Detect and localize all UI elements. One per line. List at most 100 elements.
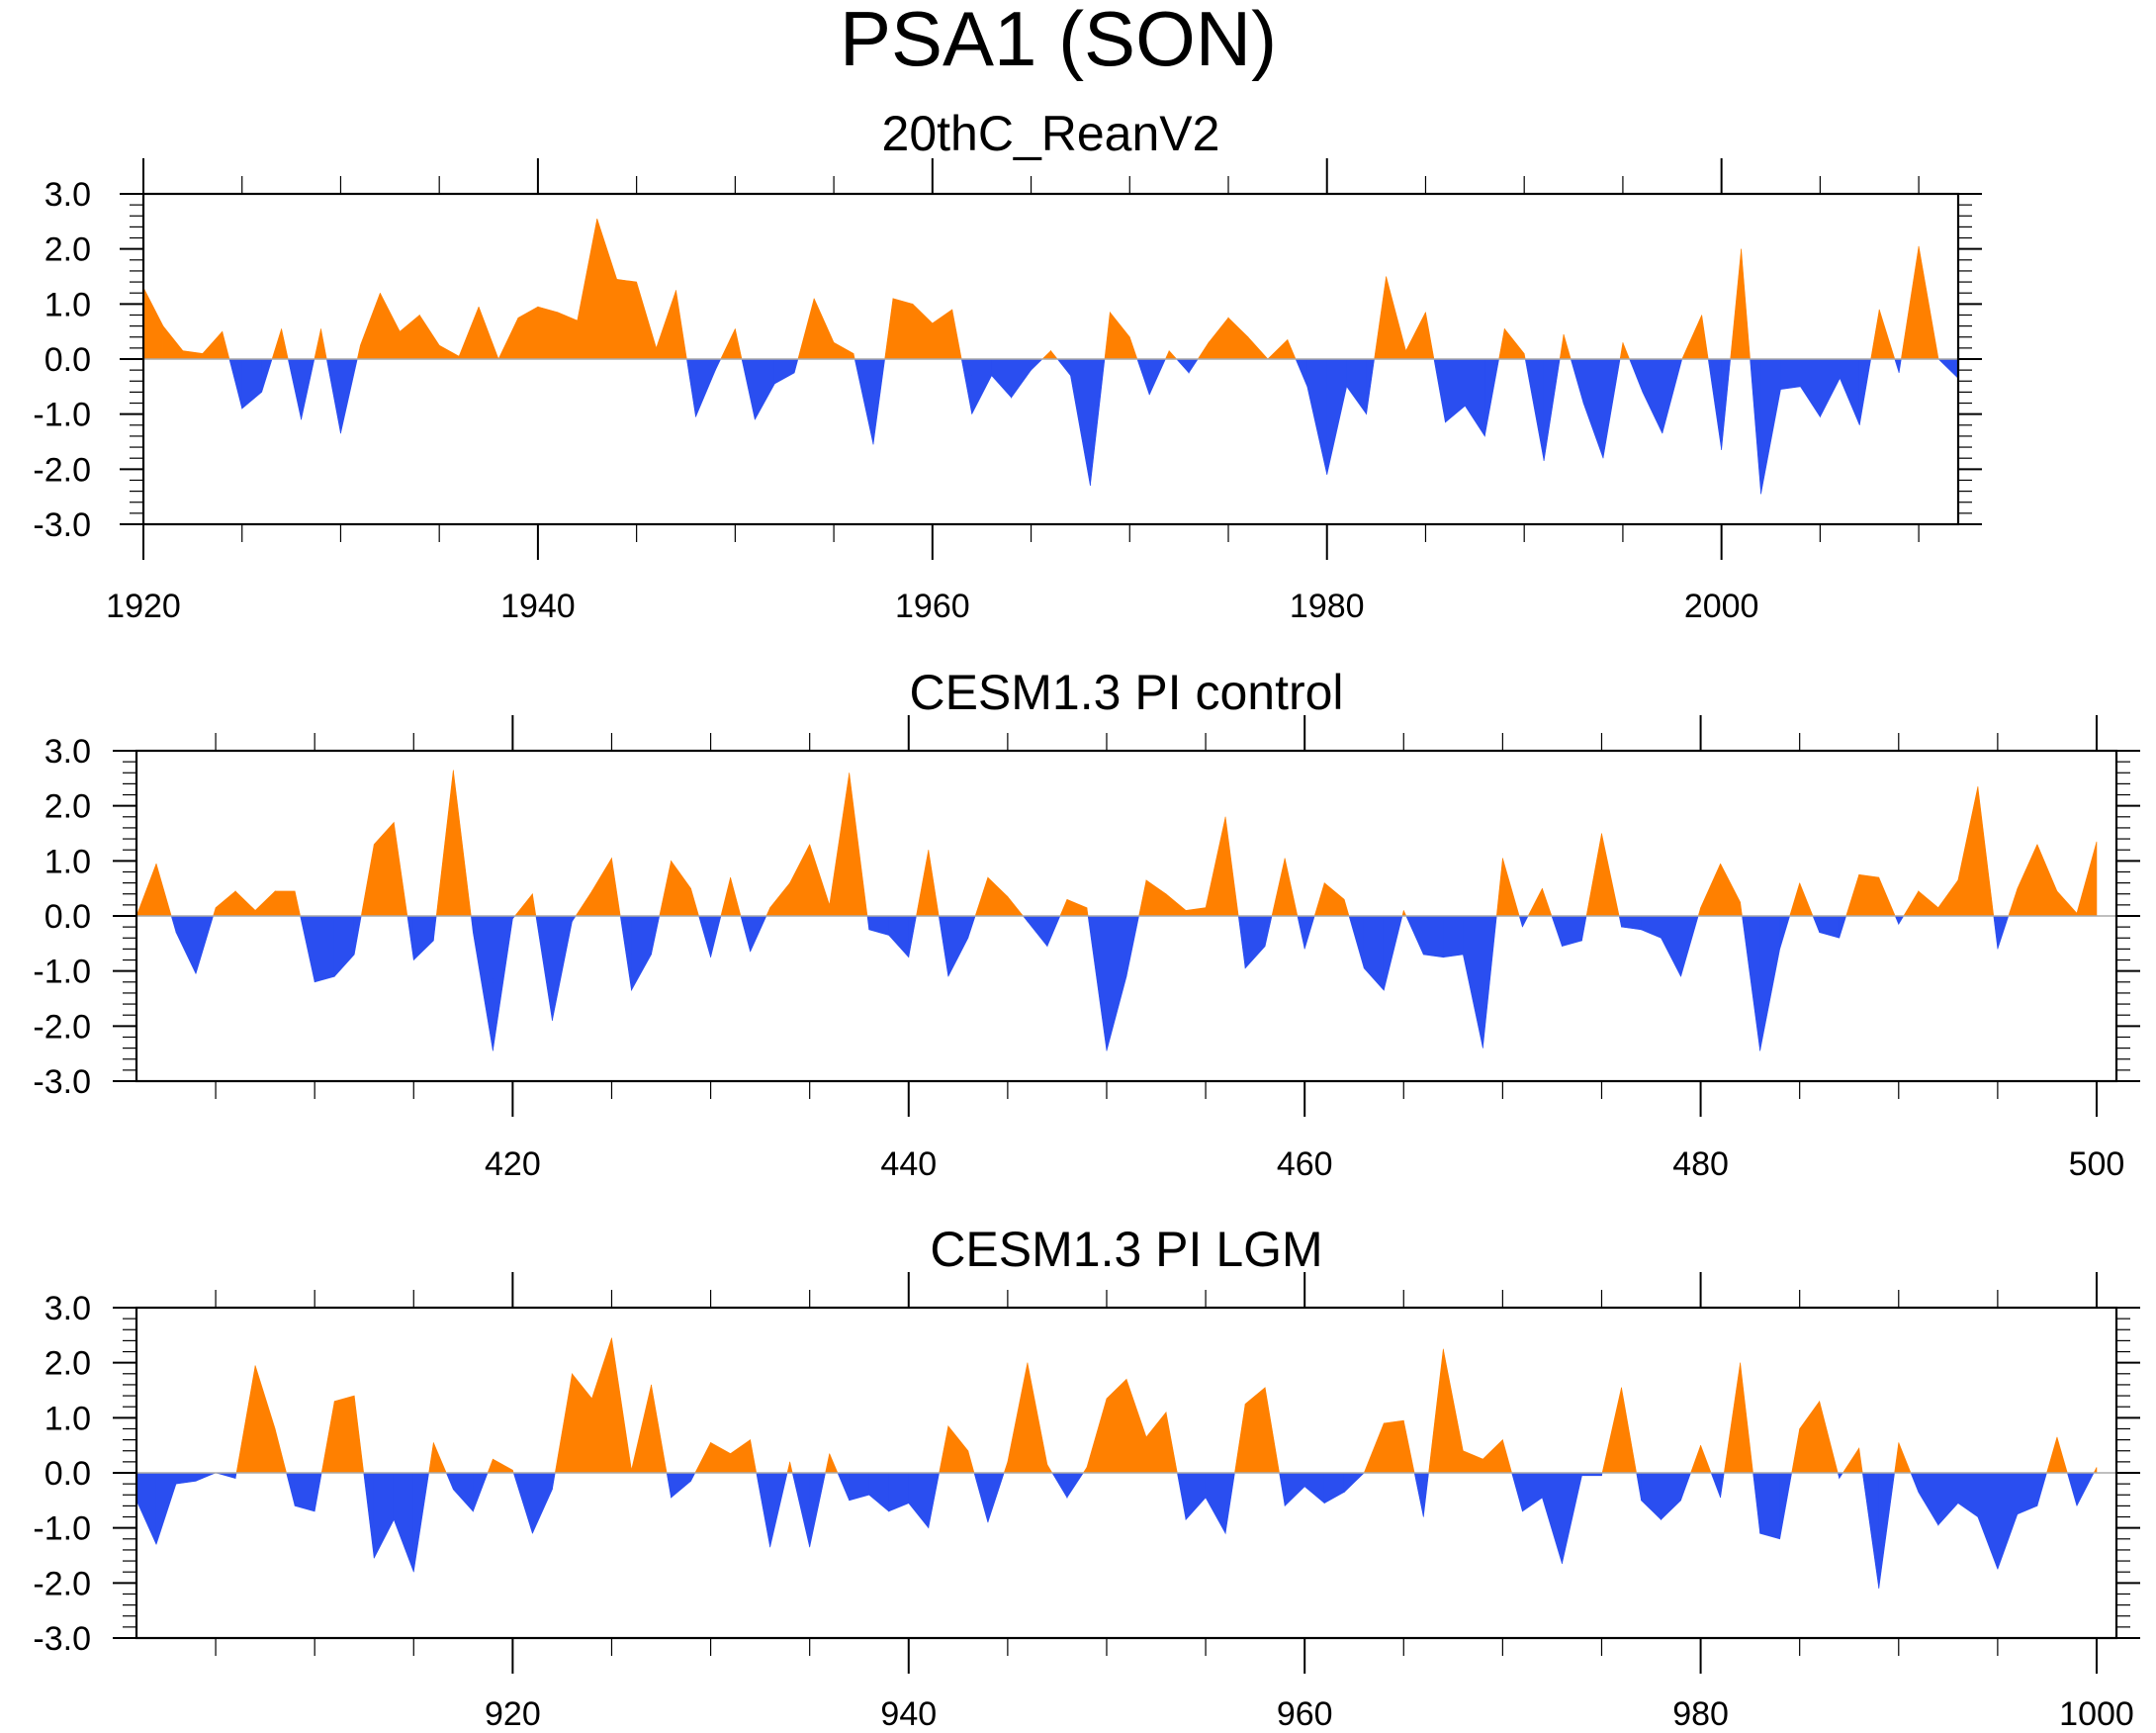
negative-area: [1205, 1472, 1226, 1535]
positive-area: [1224, 816, 1239, 917]
negative-area: [849, 1472, 870, 1502]
negative-area: [1484, 358, 1499, 436]
negative-area: [872, 358, 885, 445]
series-area: [142, 218, 1959, 495]
positive-area: [577, 218, 598, 360]
positive-area: [1681, 315, 1703, 360]
positive-area: [694, 1442, 711, 1474]
negative-area: [1518, 915, 1523, 928]
negative-area: [928, 1472, 940, 1528]
negative-area: [1636, 1472, 1642, 1501]
positive-area: [1374, 276, 1387, 360]
positive-area: [142, 287, 164, 360]
positive-area: [1425, 312, 1435, 360]
positive-area: [1343, 899, 1350, 917]
positive-area: [1168, 349, 1178, 360]
negative-area: [325, 358, 341, 434]
negative-area: [1759, 915, 1780, 1051]
negative-area: [1303, 915, 1315, 950]
positive-area: [1819, 1401, 1839, 1474]
negative-area: [1840, 358, 1860, 425]
positive-area: [2093, 1467, 2098, 1474]
x-tick-label: 1980: [1290, 588, 1365, 625]
positive-area: [537, 306, 559, 360]
negative-area: [1878, 1472, 1895, 1589]
positive-area: [235, 1365, 256, 1474]
negative-area: [1522, 915, 1529, 928]
negative-area: [1562, 915, 1582, 948]
positive-area: [1287, 339, 1297, 360]
panel-title: CESM1.3 PI control: [909, 665, 1343, 720]
negative-area: [1543, 358, 1561, 462]
negative-area: [1284, 1472, 1305, 1507]
positive-area: [1138, 879, 1147, 917]
negative-area: [1090, 358, 1106, 487]
negative-area: [1661, 915, 1681, 977]
negative-area: [1820, 358, 1841, 417]
negative-area: [947, 915, 969, 977]
negative-area: [1858, 358, 1872, 425]
x-tick-label: 2000: [1684, 588, 1759, 625]
negative-area: [1707, 358, 1722, 450]
negative-area: [773, 358, 795, 385]
y-tick-label: -1.0: [33, 397, 91, 434]
positive-area: [1110, 311, 1130, 360]
negative-area: [2036, 1472, 2047, 1506]
positive-area: [320, 1401, 335, 1474]
negative-area: [1721, 358, 1732, 450]
positive-area: [892, 298, 914, 360]
negative-area: [710, 915, 722, 958]
positive-area: [1086, 907, 1089, 917]
positive-area: [611, 1337, 632, 1474]
negative-area: [1524, 358, 1545, 462]
x-tick-label: 1920: [106, 588, 181, 625]
negative-area: [532, 1472, 553, 1534]
positive-area: [2036, 844, 2058, 917]
positive-area: [928, 850, 940, 917]
negative-area: [170, 915, 177, 933]
positive-area: [1050, 349, 1058, 360]
negative-area: [971, 358, 992, 414]
positive-area: [1977, 786, 1995, 917]
y-tick-label: 0.0: [45, 1455, 91, 1493]
positive-area: [182, 350, 204, 360]
positive-area: [710, 1441, 731, 1474]
positive-area: [215, 890, 236, 917]
negative-area: [755, 358, 775, 420]
positive-area: [671, 860, 691, 917]
negative-area: [261, 358, 273, 393]
positive-area: [1559, 333, 1565, 360]
x-tick-label: 500: [2069, 1145, 2125, 1183]
negative-area: [1443, 915, 1464, 958]
negative-area: [1997, 915, 2010, 950]
positive-area: [596, 218, 617, 360]
positive-area: [1402, 910, 1407, 917]
negative-area: [1894, 358, 1900, 374]
negative-area: [1629, 358, 1644, 393]
negative-area: [470, 915, 474, 933]
positive-area: [513, 892, 533, 917]
positive-area: [314, 328, 321, 360]
y-tick-label: 1.0: [45, 1400, 91, 1437]
positive-area: [557, 312, 579, 360]
negative-area: [1306, 358, 1328, 475]
negative-area: [1839, 1472, 1843, 1480]
positive-area: [735, 328, 743, 360]
negative-area: [1125, 915, 1139, 977]
positive-area: [1498, 328, 1505, 360]
negative-area: [1224, 1472, 1235, 1534]
negative-area: [1465, 358, 1485, 437]
positive-area: [2017, 844, 2038, 917]
negative-area: [809, 1472, 826, 1548]
negative-area: [1812, 915, 1820, 933]
y-tick-label: -3.0: [33, 1063, 91, 1101]
negative-area: [287, 358, 302, 420]
negative-area: [791, 1472, 810, 1548]
negative-area: [1279, 1472, 1286, 1506]
negative-area: [1136, 358, 1150, 396]
panel-title: 20thC_ReanV2: [882, 106, 1220, 161]
negative-area: [552, 1472, 556, 1490]
negative-area: [1752, 1472, 1760, 1534]
positive-area: [1845, 874, 1860, 917]
